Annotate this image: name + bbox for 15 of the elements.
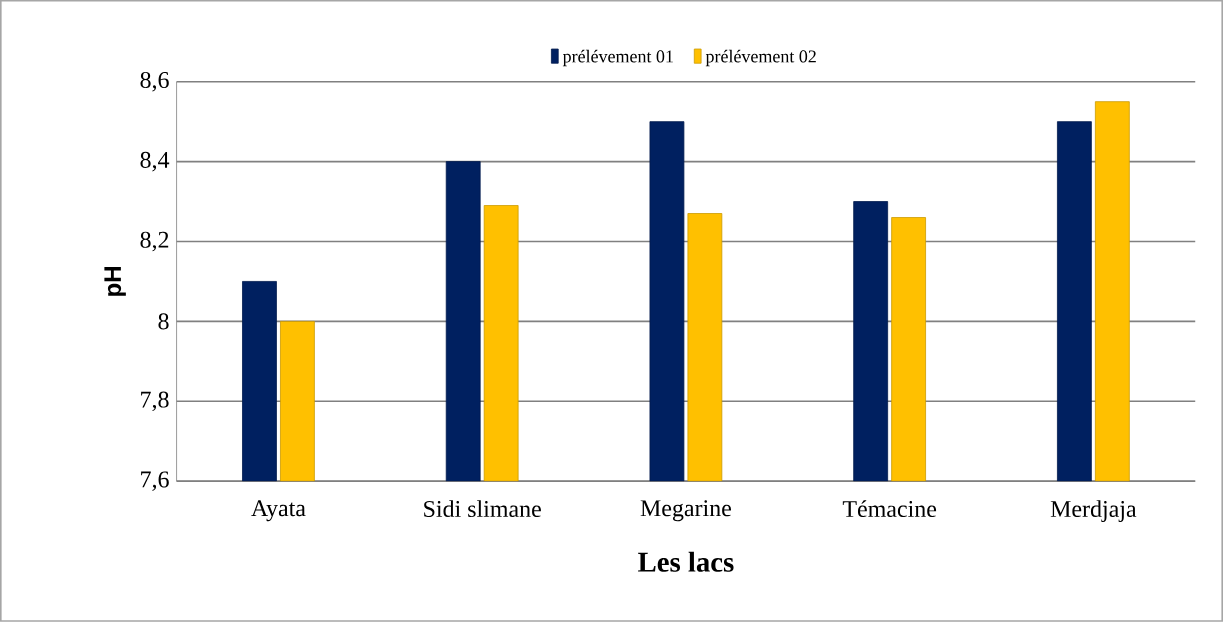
x-tick-label: Ayata [251,500,306,522]
y-tick-label: 7,6 [141,471,169,492]
legend-label: prélévement 01 [562,49,673,67]
y-tick-label: 8,4 [140,151,170,172]
x-axis-title: Les lacs [638,551,734,572]
y-tick-label: 7,8 [141,391,169,412]
x-tick-label: Merdjaja [1050,500,1137,523]
legend-label: prélévement 02 [705,49,816,67]
x-tick-label: Megarine [640,500,731,522]
y-axis-title: pH [104,267,126,296]
x-tick-label: Sidi slimane [424,500,541,518]
y-tick-label: 8,6 [140,71,169,92]
y-tick-label: 8 [158,313,169,330]
x-tick-label: Témacine [842,500,937,518]
y-tick-label: 8,2 [140,231,169,252]
